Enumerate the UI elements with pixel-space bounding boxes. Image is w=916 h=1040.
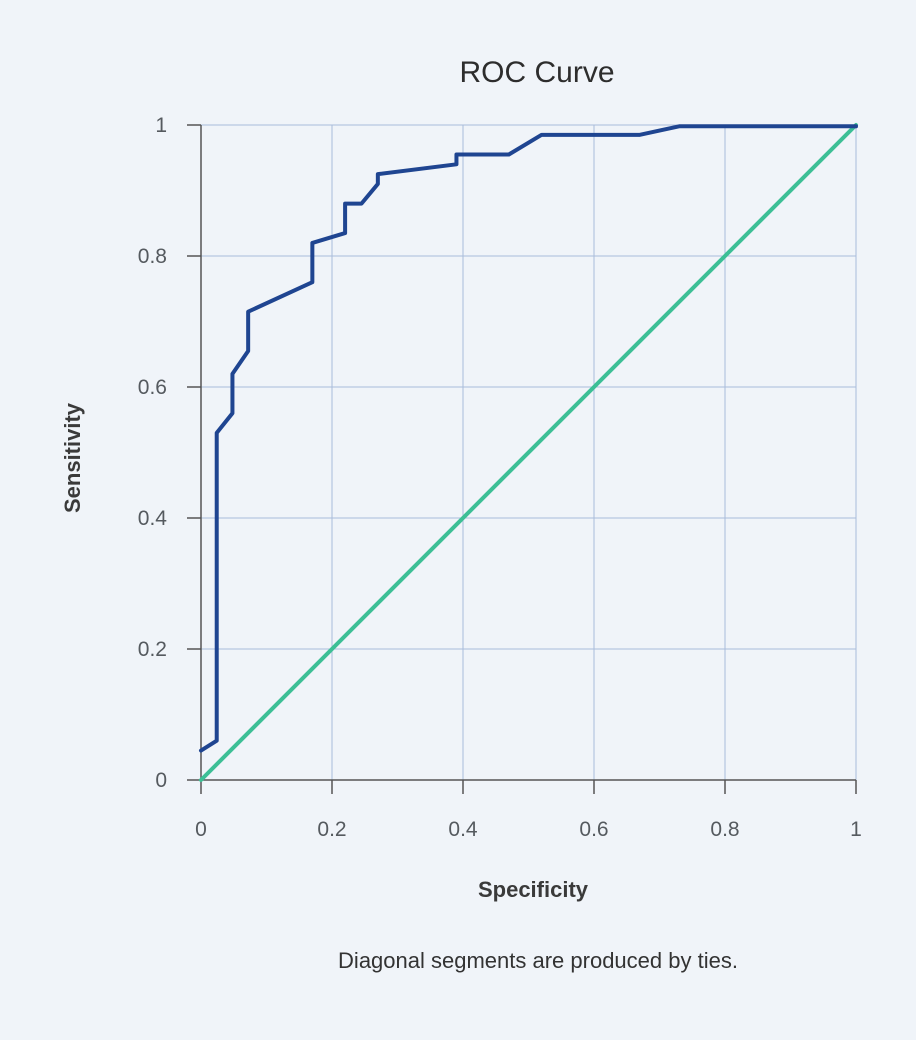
y-tick-label: 0.4: [138, 507, 168, 530]
y-tick-label: 0: [155, 769, 167, 792]
x-tick-label: 0.4: [448, 818, 478, 841]
y-axis-label: Sensitivity: [60, 402, 85, 513]
x-tick-label: 0.6: [579, 818, 608, 841]
chart-note: Diagonal segments are produced by ties.: [338, 948, 738, 973]
series-group: [199, 123, 858, 782]
axes: [200, 125, 856, 781]
x-tick-label: 0: [195, 818, 207, 841]
y-tick-label: 1: [155, 114, 167, 137]
y-tick-label: 0.2: [138, 638, 167, 661]
ticks: 0 0.2 0.4 0.6 0.8 1 0 0.2 0.4 0.6 0.8 1: [138, 114, 862, 841]
y-tick-label: 0.8: [138, 245, 167, 268]
x-axis-label: Specificity: [478, 877, 589, 902]
roc-curve-line: [199, 124, 858, 753]
x-tick-label: 0.2: [317, 818, 346, 841]
x-tick-label: 0.8: [710, 818, 739, 841]
chart-title: ROC Curve: [459, 56, 614, 89]
x-tick-label: 1: [850, 818, 862, 841]
y-tick-label: 0.6: [138, 376, 167, 399]
reference-diagonal-line: [199, 123, 858, 782]
